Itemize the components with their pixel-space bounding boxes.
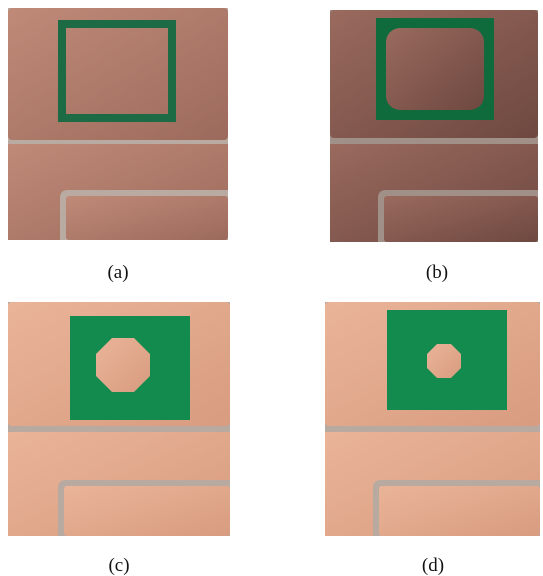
caption: (c) [108, 555, 129, 576]
panel-c [8, 302, 230, 536]
panel-b [330, 10, 538, 242]
panel-a [8, 8, 228, 240]
panel-d [325, 302, 540, 536]
caption: (b) [426, 262, 448, 283]
caption: (a) [107, 262, 128, 283]
caption: (d) [422, 555, 444, 576]
